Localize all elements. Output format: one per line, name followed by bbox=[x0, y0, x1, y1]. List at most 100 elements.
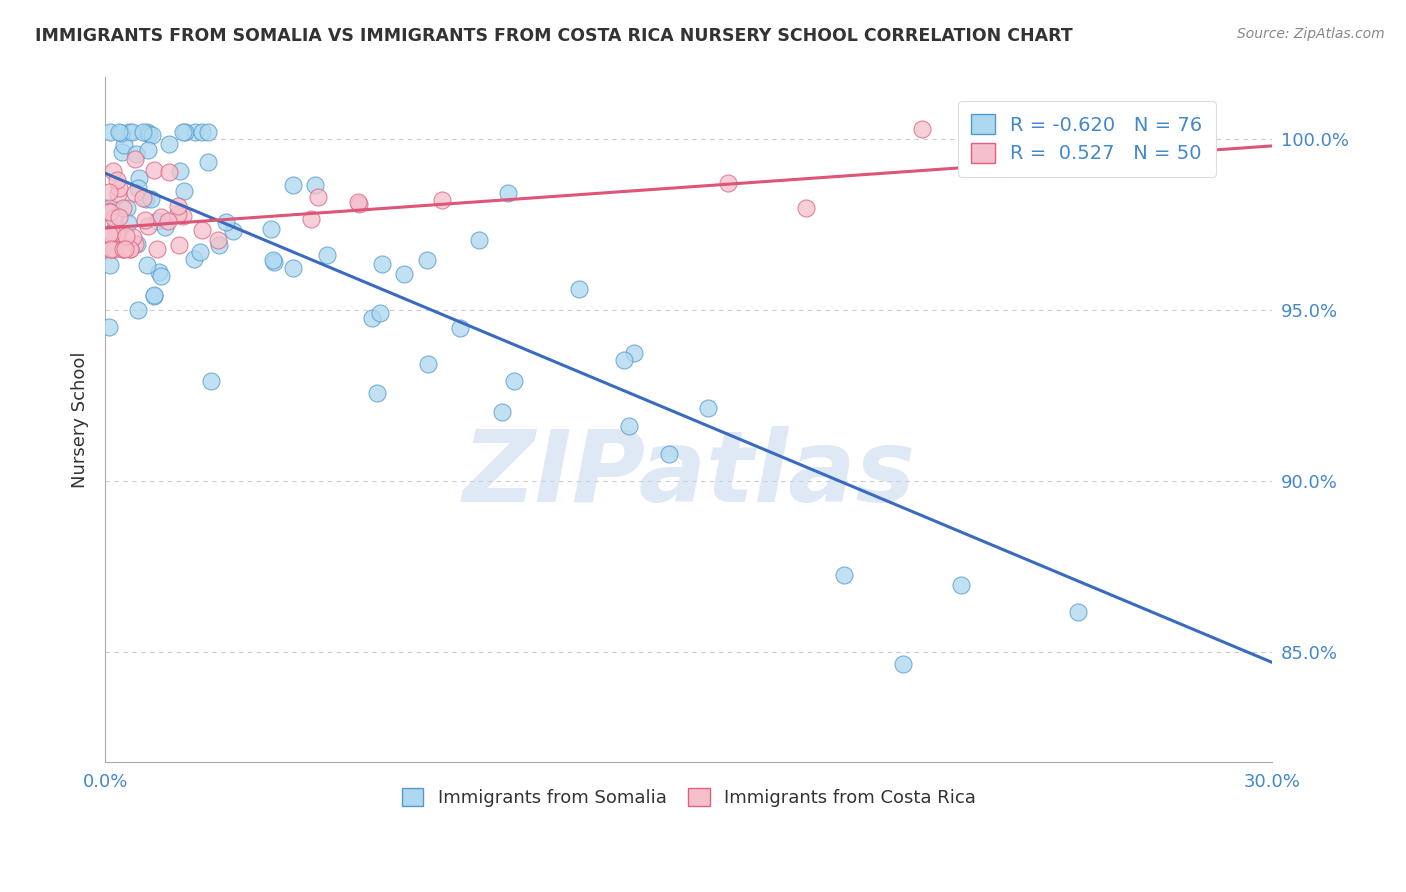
Y-axis label: Nursery School: Nursery School bbox=[72, 351, 89, 488]
Legend: Immigrants from Somalia, Immigrants from Costa Rica: Immigrants from Somalia, Immigrants from… bbox=[394, 780, 983, 814]
Point bbox=[115, 201, 138, 215]
Point bbox=[98, 242, 121, 256]
Point bbox=[120, 242, 142, 256]
Point bbox=[108, 227, 131, 242]
Point bbox=[141, 128, 163, 143]
Point bbox=[173, 125, 195, 139]
Point bbox=[172, 210, 194, 224]
Point bbox=[131, 125, 153, 139]
Point bbox=[503, 375, 526, 389]
Point bbox=[416, 252, 439, 267]
Point bbox=[449, 321, 471, 335]
Text: IMMIGRANTS FROM SOMALIA VS IMMIGRANTS FROM COSTA RICA NURSERY SCHOOL CORRELATION: IMMIGRANTS FROM SOMALIA VS IMMIGRANTS FR… bbox=[35, 27, 1073, 45]
Point bbox=[366, 385, 388, 400]
Point bbox=[124, 152, 146, 166]
Point bbox=[891, 657, 914, 672]
Point bbox=[108, 125, 131, 139]
Point bbox=[111, 242, 134, 256]
Point bbox=[103, 211, 125, 225]
Point bbox=[191, 222, 214, 236]
Point bbox=[794, 201, 817, 215]
Point bbox=[568, 282, 591, 296]
Point bbox=[613, 352, 636, 367]
Point bbox=[111, 242, 134, 256]
Point bbox=[98, 204, 121, 219]
Point bbox=[98, 320, 121, 334]
Point bbox=[149, 210, 172, 224]
Point bbox=[138, 128, 160, 142]
Point bbox=[100, 242, 122, 256]
Point bbox=[347, 195, 370, 210]
Point bbox=[127, 303, 149, 318]
Point bbox=[197, 154, 219, 169]
Point bbox=[157, 214, 180, 228]
Point bbox=[142, 289, 165, 303]
Point bbox=[658, 447, 681, 461]
Point bbox=[371, 257, 394, 271]
Point bbox=[143, 163, 166, 178]
Point bbox=[121, 125, 143, 139]
Point bbox=[188, 245, 211, 260]
Point bbox=[136, 258, 159, 272]
Point bbox=[911, 121, 934, 136]
Point bbox=[299, 211, 322, 226]
Point bbox=[105, 227, 128, 241]
Point bbox=[101, 164, 124, 178]
Point bbox=[146, 213, 169, 227]
Point bbox=[183, 252, 205, 267]
Point bbox=[281, 178, 304, 192]
Point bbox=[697, 401, 720, 416]
Point bbox=[118, 242, 141, 256]
Text: ZIPatlas: ZIPatlas bbox=[463, 425, 915, 523]
Point bbox=[136, 143, 159, 157]
Point bbox=[110, 126, 132, 140]
Point bbox=[118, 125, 141, 139]
Point bbox=[104, 221, 127, 235]
Point bbox=[127, 181, 149, 195]
Point bbox=[184, 125, 207, 139]
Point bbox=[125, 147, 148, 161]
Point bbox=[617, 419, 640, 434]
Point bbox=[281, 261, 304, 276]
Point bbox=[191, 125, 214, 139]
Point bbox=[167, 237, 190, 252]
Point bbox=[100, 258, 122, 272]
Point bbox=[117, 216, 139, 230]
Point bbox=[260, 222, 283, 236]
Point bbox=[263, 255, 285, 269]
Point bbox=[221, 224, 243, 238]
Point bbox=[124, 237, 146, 252]
Point bbox=[167, 206, 190, 220]
Point bbox=[142, 287, 165, 301]
Point bbox=[349, 197, 371, 211]
Point bbox=[166, 199, 188, 213]
Point bbox=[197, 125, 219, 139]
Point bbox=[98, 125, 121, 139]
Point bbox=[361, 311, 384, 326]
Point bbox=[950, 578, 973, 592]
Point bbox=[111, 145, 134, 159]
Point bbox=[173, 184, 195, 198]
Point bbox=[368, 306, 391, 320]
Point bbox=[172, 125, 194, 139]
Point bbox=[136, 125, 159, 139]
Point bbox=[392, 267, 415, 281]
Point bbox=[1087, 137, 1109, 152]
Point bbox=[159, 137, 181, 152]
Point bbox=[169, 164, 191, 178]
Text: Source: ZipAtlas.com: Source: ZipAtlas.com bbox=[1237, 27, 1385, 41]
Point bbox=[139, 192, 162, 206]
Point bbox=[98, 186, 121, 200]
Point bbox=[416, 357, 439, 371]
Point bbox=[100, 200, 122, 214]
Point bbox=[101, 226, 124, 240]
Point bbox=[1067, 605, 1090, 619]
Point bbox=[262, 253, 284, 268]
Point bbox=[491, 405, 513, 419]
Point bbox=[98, 204, 121, 219]
Point bbox=[430, 193, 453, 207]
Point bbox=[148, 265, 170, 279]
Point bbox=[105, 173, 128, 187]
Point bbox=[114, 242, 136, 256]
Point bbox=[135, 192, 157, 206]
